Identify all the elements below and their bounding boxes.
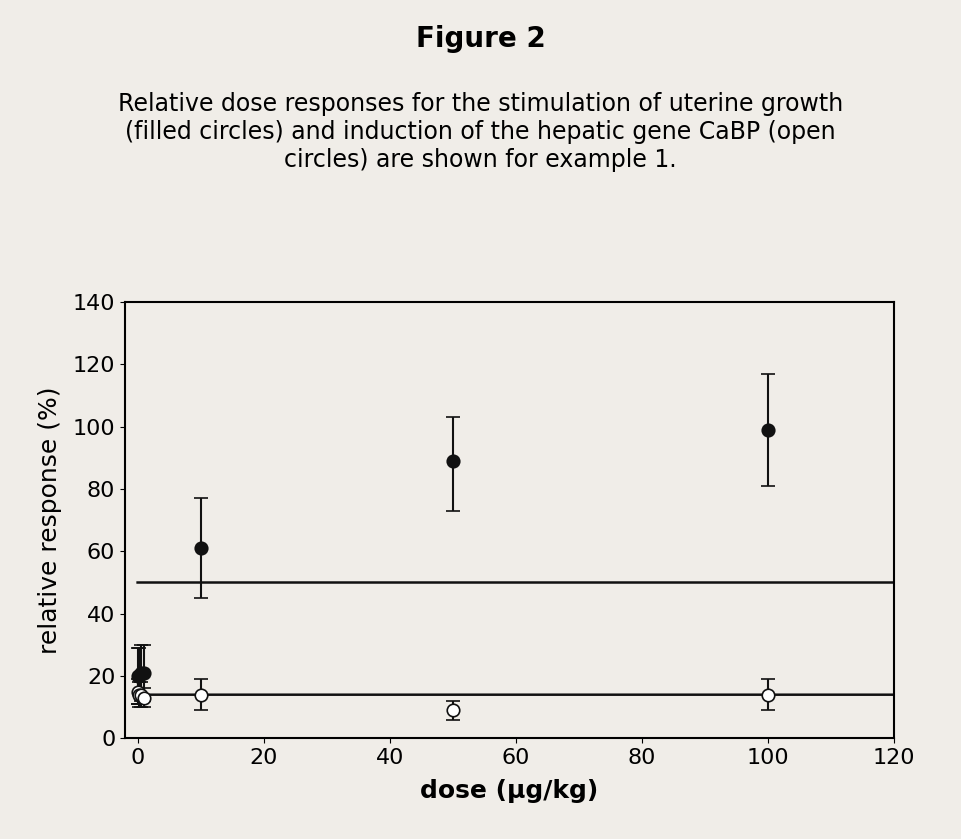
X-axis label: dose (μg/kg): dose (μg/kg) [420,779,599,803]
Text: Figure 2: Figure 2 [416,25,545,53]
Y-axis label: relative response (%): relative response (%) [37,387,62,654]
Text: Relative dose responses for the stimulation of uterine growth
(filled circles) a: Relative dose responses for the stimulat… [118,92,843,172]
